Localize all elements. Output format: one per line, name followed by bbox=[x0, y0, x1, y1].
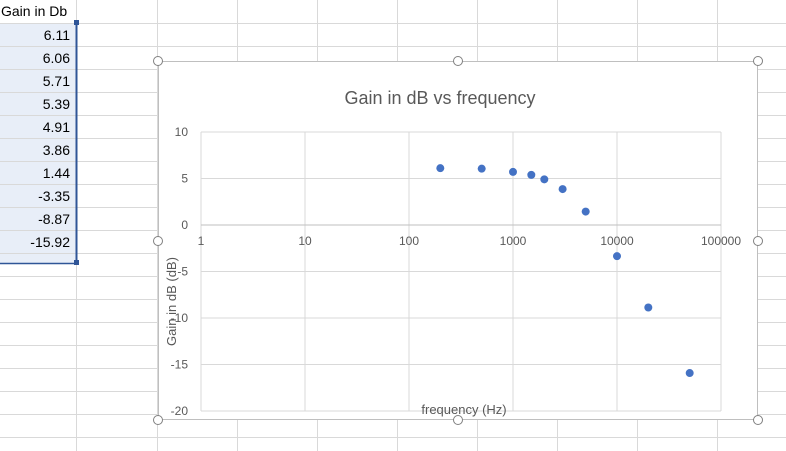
resize-handle-top-middle[interactable] bbox=[453, 56, 463, 66]
gain-cell[interactable]: 5.71 bbox=[42, 73, 70, 89]
gain-cell[interactable]: 1.44 bbox=[42, 165, 70, 181]
x-tick-label: 10000 bbox=[600, 234, 634, 248]
x-tick-label: 10 bbox=[298, 234, 312, 248]
y-tick-label: -15 bbox=[171, 358, 189, 372]
selected-range-fill bbox=[0, 24, 76, 263]
y-tick-label: -20 bbox=[171, 404, 189, 418]
resize-handle-top-left[interactable] bbox=[153, 56, 163, 66]
column-header-gain[interactable]: Gain in Db bbox=[1, 3, 68, 19]
y-axis-title[interactable]: Gain in dB (dB) bbox=[164, 257, 179, 346]
data-point[interactable] bbox=[613, 252, 621, 261]
x-tick-label: 1000 bbox=[500, 234, 527, 248]
y-tick-label: -10 bbox=[171, 311, 189, 325]
resize-handle-bottom-left[interactable] bbox=[153, 415, 163, 425]
data-point[interactable] bbox=[581, 207, 590, 216]
x-tick-label: 1 bbox=[198, 234, 205, 248]
data-point[interactable] bbox=[509, 167, 517, 176]
gain-cell[interactable]: 6.11 bbox=[43, 27, 70, 43]
data-point[interactable] bbox=[558, 185, 567, 194]
data-point[interactable] bbox=[685, 369, 694, 378]
x-tick-label: 100000 bbox=[701, 234, 741, 248]
gain-cell[interactable]: 5.39 bbox=[42, 96, 70, 112]
data-point[interactable] bbox=[527, 170, 536, 179]
scatter-chart: Gain in dB vs frequency 10 5 0 -5 -10 -15 -20 1 1… bbox=[164, 88, 741, 418]
y-tick-label: 10 bbox=[175, 125, 189, 139]
y-tick-label: 5 bbox=[181, 172, 188, 186]
resize-handle-top-right[interactable] bbox=[753, 56, 763, 66]
x-tick-label: 100 bbox=[399, 234, 419, 248]
data-point[interactable] bbox=[477, 164, 486, 173]
gain-cell[interactable]: 3.86 bbox=[42, 142, 70, 158]
x-axis-title[interactable]: frequency (Hz) bbox=[421, 402, 506, 417]
gain-cell[interactable]: -3.35 bbox=[38, 188, 70, 204]
data-point[interactable] bbox=[540, 175, 549, 184]
selection-handle bbox=[74, 20, 79, 25]
gain-cell[interactable]: 4.91 bbox=[42, 119, 70, 135]
resize-handle-middle-left[interactable] bbox=[153, 236, 163, 246]
resize-handle-bottom-right[interactable] bbox=[753, 415, 763, 425]
y-tick-label: 0 bbox=[181, 218, 188, 232]
y-tick-label: -5 bbox=[177, 265, 188, 279]
chart-area[interactable]: Gain in dB vs frequency 10 5 0 -5 -10 -15 -20 1 1… bbox=[158, 61, 758, 420]
resize-handle-middle-right[interactable] bbox=[753, 236, 763, 246]
gain-cell[interactable]: 6.06 bbox=[42, 50, 70, 66]
selection-handle bbox=[74, 260, 79, 265]
resize-handle-bottom-middle[interactable] bbox=[453, 415, 463, 425]
gain-cell[interactable]: -15.92 bbox=[30, 234, 70, 250]
data-point[interactable] bbox=[436, 164, 445, 173]
gain-cell[interactable]: -8.87 bbox=[38, 211, 70, 227]
data-point[interactable] bbox=[644, 303, 653, 312]
chart-title[interactable]: Gain in dB vs frequency bbox=[344, 88, 535, 108]
